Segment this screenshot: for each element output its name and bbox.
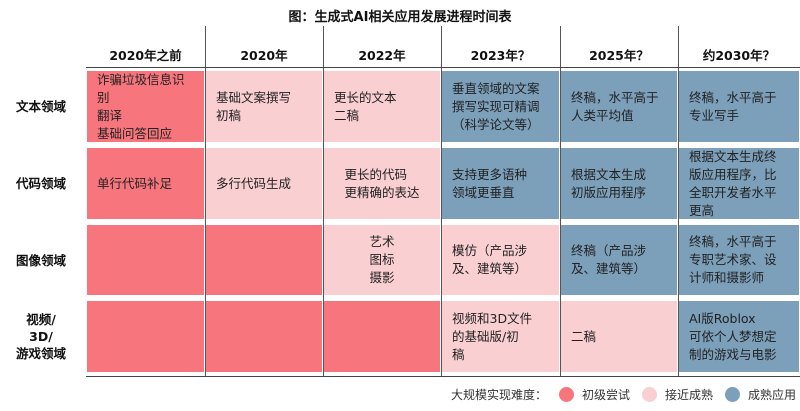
column-header-2: 2022年	[358, 48, 406, 63]
cell-0-0: 诈骗垃圾信息识别 翻译 基础问答回应	[87, 71, 204, 142]
legend-swatch-mature	[724, 386, 740, 402]
column-header-4: 2025年？	[589, 48, 649, 63]
column-header-5: 约2030年？	[702, 48, 776, 63]
cell-2-3: 模仿（产品涉 及、建筑等）	[442, 225, 559, 295]
legend-label-mature: 成熟应用	[747, 387, 796, 402]
row-header-1: 代码领域	[15, 176, 66, 191]
cell-1-4: 根据文本生成 初版应用程序	[561, 148, 677, 219]
column-divider	[323, 26, 324, 376]
column-header-3: 2023年？	[470, 48, 531, 63]
column-divider	[205, 26, 206, 376]
legend-title: 大规模实现难度：	[450, 387, 547, 402]
bottom-rule	[86, 376, 800, 377]
cell-3-3: 视频和3D文件 的基础版/初 稿	[442, 301, 559, 372]
cell-0-5: 终稿，水平高于 专业写手	[679, 71, 799, 142]
cell-3-4: 二稿	[561, 301, 677, 372]
column-divider	[560, 26, 561, 376]
column-header-0: 2020年之前	[109, 48, 182, 63]
cell-1-2: 更长的代码 更精确的表达	[324, 148, 440, 219]
cell-2-0	[87, 225, 204, 295]
cell-0-3: 垂直领域的文案 撰写实现可精调 （科学论文等）	[442, 71, 559, 142]
row-header-3: 视频/ 3D/ 游戏领域	[15, 312, 66, 361]
chart-title: 图：生成式AI相关应用发展进程时间表	[288, 10, 512, 25]
cell-2-5: 终稿，水平高于 专职艺术家、设 计师和摄影师	[679, 225, 799, 295]
cell-1-1: 多行代码生成	[206, 148, 322, 219]
cell-1-3: 支持更多语种 领域更垂直	[442, 148, 559, 219]
cell-3-2	[324, 301, 440, 372]
cell-0-4: 终稿，水平高于 人类平均值	[561, 71, 677, 142]
legend-swatch-near	[641, 386, 657, 402]
row-header-2: 图像领域	[15, 252, 66, 268]
cell-0-2: 更长的文本 二稿	[324, 71, 440, 142]
column-divider	[678, 26, 679, 376]
legend-swatch-initial	[558, 386, 574, 402]
legend-label-near: 接近成熟	[664, 387, 713, 402]
cell-2-4: 终稿（产品涉 及、建筑等）	[561, 225, 677, 295]
cell-3-1	[206, 301, 322, 372]
cell-1-0: 单行代码补足	[87, 148, 204, 219]
legend-label-initial: 初级尝试	[581, 387, 630, 402]
row-header-0: 文本领域	[15, 99, 66, 114]
cell-2-1	[206, 225, 322, 295]
header-rule	[86, 67, 800, 68]
cell-3-0	[87, 301, 204, 372]
cell-0-1: 基础文案撰写 初稿	[206, 71, 322, 142]
column-header-1: 2020年	[240, 48, 288, 63]
legend: 大规模实现难度： 初级尝试 接近成熟 成熟应用	[451, 384, 796, 404]
cell-3-5: AI版Roblox 可依个人梦想定 制的游戏与电影	[679, 301, 799, 372]
column-divider	[441, 26, 442, 376]
cell-2-2: 艺术 图标 摄影	[324, 225, 440, 295]
cell-1-5: 根据文本生成终 版应用程序，比 全职开发者水平 更高	[679, 148, 799, 219]
